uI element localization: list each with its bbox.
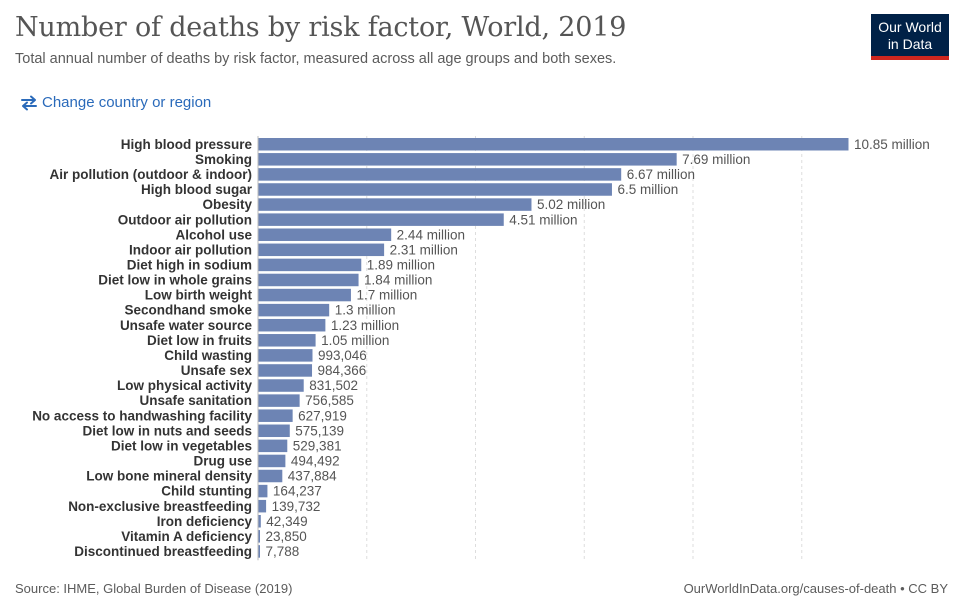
category-label: Iron deficiency: [157, 514, 253, 529]
page-title: Number of deaths by risk factor, World, …: [15, 12, 627, 43]
swap-arrows-icon: [21, 95, 37, 110]
bar[interactable]: [258, 349, 313, 362]
bar[interactable]: [258, 515, 261, 528]
category-label: Discontinued breastfeeding: [74, 544, 252, 559]
bar[interactable]: [258, 303, 330, 317]
value-label: 4.51 million: [509, 212, 577, 227]
bar[interactable]: [258, 198, 532, 211]
bar[interactable]: [258, 409, 293, 422]
bar[interactable]: [258, 439, 288, 453]
category-label: Diet low in nuts and seeds: [82, 423, 252, 438]
category-label: High blood pressure: [121, 137, 253, 152]
bar[interactable]: [258, 228, 392, 241]
category-label: Diet low in whole grains: [98, 273, 252, 288]
category-label: Alcohol use: [175, 227, 252, 242]
bar[interactable]: [258, 213, 504, 226]
value-label: 23,850: [266, 529, 307, 544]
bar[interactable]: [258, 138, 849, 151]
page-subtitle: Total annual number of deaths by risk fa…: [15, 51, 617, 67]
value-label: 6.5 million: [617, 182, 678, 197]
category-label: Non-exclusive breastfeeding: [68, 499, 252, 514]
category-label: Outdoor air pollution: [118, 212, 252, 227]
category-label: Drug use: [193, 454, 252, 469]
value-label: 5.02 million: [537, 197, 605, 212]
category-label: Unsafe sanitation: [139, 393, 252, 408]
bar-chart: High blood pressure 10.85 million Smoking 7…: [32, 136, 930, 561]
bar[interactable]: [258, 545, 261, 558]
value-label: 2.31 million: [390, 242, 458, 257]
category-label: Unsafe water source: [120, 318, 253, 333]
category-label: Indoor air pollution: [129, 242, 252, 257]
logo-line-1: Our World: [878, 19, 942, 35]
value-label: 993,046: [318, 348, 367, 363]
bar[interactable]: [258, 334, 316, 347]
bar[interactable]: [258, 153, 677, 166]
bar[interactable]: [258, 379, 304, 392]
value-label: 756,585: [305, 393, 354, 408]
bar[interactable]: [258, 530, 261, 543]
category-label: High blood sugar: [141, 182, 253, 197]
bar[interactable]: [258, 183, 612, 196]
value-label: 1.84 million: [364, 273, 432, 288]
value-label: 984,366: [318, 363, 367, 378]
category-label: Unsafe sex: [181, 363, 253, 378]
category-label: Obesity: [202, 197, 252, 212]
value-label: 2.44 million: [397, 227, 465, 242]
value-label: 10.85 million: [854, 137, 930, 152]
category-label: Child wasting: [164, 348, 252, 363]
category-label: Secondhand smoke: [124, 303, 252, 318]
category-label: Low physical activity: [117, 378, 253, 393]
bar[interactable]: [258, 258, 362, 272]
category-label: Low bone mineral density: [86, 469, 252, 484]
bar[interactable]: [258, 288, 351, 302]
bar[interactable]: [258, 424, 290, 438]
change-region-label: Change country or region: [42, 94, 212, 111]
category-label: Diet low in fruits: [147, 333, 252, 348]
value-label: 6.67 million: [627, 167, 695, 182]
bar[interactable]: [258, 454, 286, 468]
category-label: Diet high in sodium: [127, 257, 252, 272]
value-label: 139,732: [272, 499, 321, 514]
value-label: 1.23 million: [331, 318, 399, 333]
value-label: 7,788: [266, 544, 300, 559]
value-label: 42,349: [266, 514, 307, 529]
bar[interactable]: [258, 484, 268, 498]
value-label: 494,492: [291, 454, 340, 469]
bar[interactable]: [258, 243, 385, 257]
value-label: 1.3 million: [335, 303, 396, 318]
category-label: Smoking: [195, 152, 252, 167]
value-label: 1.05 million: [321, 333, 389, 348]
bar[interactable]: [258, 168, 622, 181]
value-label: 437,884: [288, 469, 337, 484]
value-label: 7.69 million: [682, 152, 750, 167]
bar[interactable]: [258, 499, 267, 513]
owid-logo[interactable]: Our World in Data: [871, 14, 949, 60]
bar[interactable]: [258, 364, 313, 377]
value-label: 1.89 million: [367, 257, 435, 272]
value-label: 529,381: [293, 438, 342, 453]
logo-accent-bar: [871, 56, 949, 60]
category-label: No access to handwashing facility: [32, 408, 252, 423]
change-region-button[interactable]: Change country or region: [20, 94, 211, 111]
category-label: Child stunting: [161, 484, 252, 499]
license-link[interactable]: OurWorldInData.org/causes-of-death • CC …: [683, 581, 948, 596]
bar[interactable]: [258, 273, 359, 287]
source-note: Source: IHME, Global Burden of Disease (…: [15, 581, 293, 596]
category-label: Low birth weight: [145, 288, 253, 303]
logo-line-2: in Data: [887, 36, 933, 52]
value-label: 164,237: [273, 484, 322, 499]
category-label: Air pollution (outdoor & indoor): [50, 167, 252, 182]
bar[interactable]: [258, 469, 283, 483]
category-label: Vitamin A deficiency: [121, 529, 252, 544]
category-label: Diet low in vegetables: [111, 438, 252, 453]
value-label: 575,139: [295, 423, 344, 438]
bar[interactable]: [258, 394, 300, 407]
value-label: 1.7 million: [356, 288, 417, 303]
value-label: 831,502: [309, 378, 358, 393]
bar[interactable]: [258, 318, 326, 332]
value-label: 627,919: [298, 408, 347, 423]
